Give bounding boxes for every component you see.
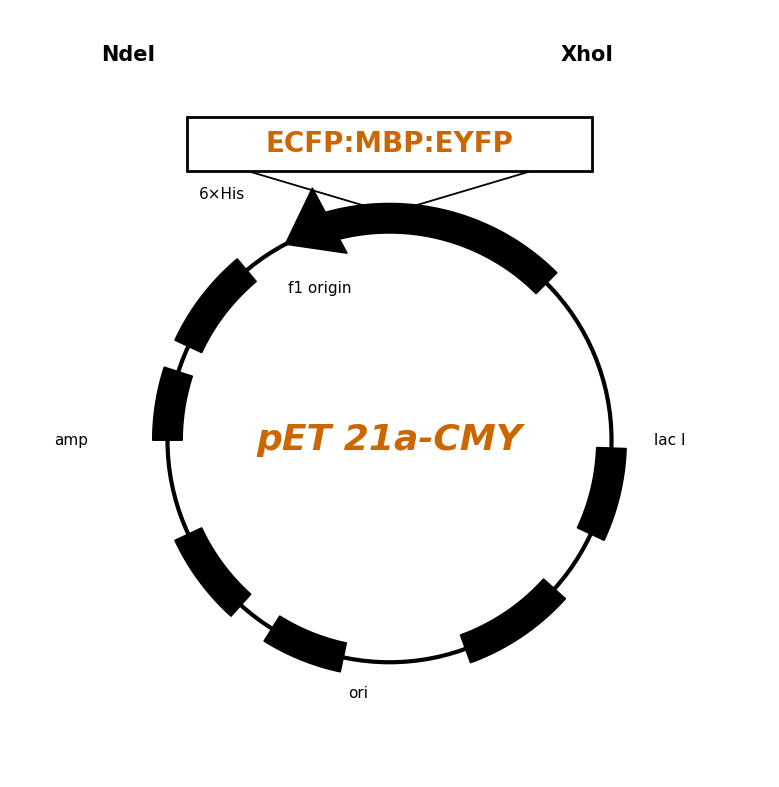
Polygon shape	[174, 528, 251, 616]
Text: lac I: lac I	[654, 433, 686, 448]
Polygon shape	[467, 220, 557, 294]
Text: XhoI: XhoI	[561, 45, 614, 65]
Polygon shape	[460, 579, 566, 663]
Polygon shape	[264, 616, 347, 672]
Polygon shape	[153, 367, 192, 440]
Polygon shape	[577, 448, 626, 541]
Bar	[187, 117, 592, 172]
Polygon shape	[316, 203, 478, 248]
Text: ECFP:MBP:EYFP: ECFP:MBP:EYFP	[266, 130, 513, 158]
Text: ori: ori	[348, 686, 368, 701]
Text: NdeI: NdeI	[101, 45, 155, 65]
Text: 6×His: 6×His	[199, 187, 245, 202]
Text: f1 origin: f1 origin	[288, 281, 352, 296]
Polygon shape	[285, 188, 347, 253]
Text: amp: amp	[55, 433, 89, 448]
Polygon shape	[174, 259, 256, 353]
Text: pET 21a-CMY: pET 21a-CMY	[256, 423, 523, 457]
